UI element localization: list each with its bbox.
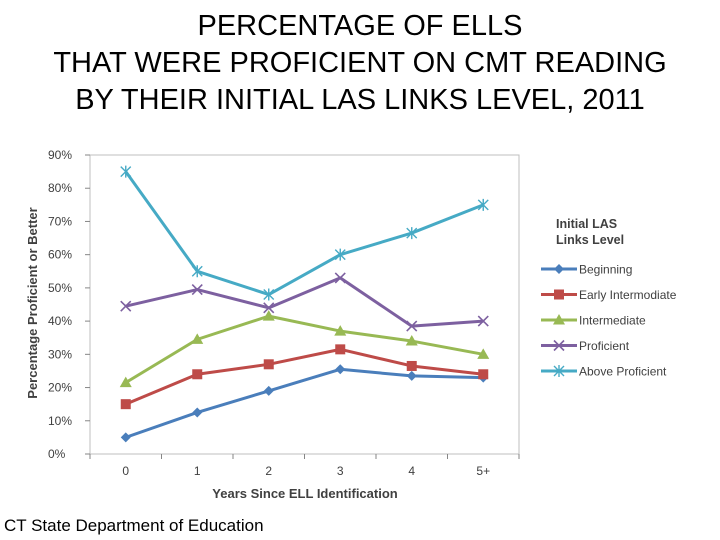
data-point-2-2: [262, 310, 275, 321]
data-point-0-1: [192, 407, 203, 418]
legend-swatch-marker-3: [553, 339, 565, 352]
data-point-1-5: [478, 369, 489, 380]
data-point-4-5: [477, 198, 489, 211]
y-tick-label: 70%: [48, 214, 72, 228]
y-tick-label: 90%: [48, 148, 72, 162]
data-point-3-2: [263, 302, 275, 314]
plot-area: [89, 154, 520, 455]
slide-title: PERCENTAGE OF ELLS THAT WERE PROFICIENT …: [0, 8, 720, 119]
data-point-4-3: [334, 248, 346, 261]
data-point-2-3: [334, 325, 347, 336]
data-point-4-2: [263, 288, 275, 301]
title-line-2: THAT WERE PROFICIENT ON CMT READING: [53, 47, 667, 79]
data-point-4-4: [406, 227, 418, 240]
y-tick-label: 50%: [48, 281, 72, 295]
data-point-1-3: [335, 344, 346, 355]
data-point-0-4: [406, 370, 417, 381]
data-point-3-1: [191, 283, 203, 296]
title-line-3: BY THEIR INITIAL LAS LINKS LEVEL, 2011: [75, 84, 645, 116]
series-line-3: [125, 276, 484, 328]
x-tick-label: 0: [122, 464, 129, 478]
data-point-1-0: [120, 399, 131, 410]
x-tick-label: 3: [337, 464, 344, 478]
data-point-2-4: [405, 335, 418, 346]
series-line-0: [125, 367, 484, 439]
title-line-1: PERCENTAGE OF ELLS: [197, 10, 523, 42]
data-point-2-1: [191, 333, 204, 344]
x-tick-label: 4: [408, 464, 415, 478]
data-point-1-1: [192, 369, 203, 380]
legend-label-1: Early Intermodiate: [579, 288, 677, 302]
y-axis-title: Percentage Proficient or Better: [25, 207, 40, 398]
x-tick-label: 5+: [476, 464, 490, 478]
legend-label-4: Above Proficient: [579, 365, 667, 379]
data-point-3-4: [406, 320, 418, 332]
data-point-0-2: [263, 385, 274, 396]
data-point-2-5: [477, 348, 490, 359]
data-point-2-0: [119, 376, 132, 388]
series-line-4: [124, 170, 484, 297]
data-point-3-5: [477, 315, 489, 327]
y-tick-label: 10%: [48, 414, 72, 428]
legend-label-2: Intermediate: [579, 314, 646, 328]
data-point-1-2: [263, 359, 274, 370]
legend-title-line-1: Initial LAS: [556, 217, 617, 231]
data-point-0-3: [335, 364, 346, 375]
data-point-3-3: [334, 272, 346, 284]
y-tick-label: 30%: [48, 347, 72, 361]
footer-source: CT State Department of Education: [4, 516, 264, 535]
data-point-0-0: [120, 432, 131, 443]
x-axis-title: Years Since ELL Identification: [212, 486, 397, 501]
y-tick-label: 80%: [48, 181, 72, 195]
y-tick-label: 40%: [48, 314, 72, 328]
legend-swatch-marker-1: [554, 289, 564, 300]
legend-swatch-marker-2: [553, 314, 565, 325]
data-point-1-4: [406, 360, 417, 371]
x-tick-label: 2: [265, 464, 272, 478]
data-point-4-0: [120, 165, 132, 178]
legend-swatch-marker-4: [553, 365, 565, 377]
y-tick-label: 60%: [48, 248, 72, 262]
legend-label-0: Beginning: [579, 263, 632, 277]
y-tick-label: 20%: [48, 381, 72, 395]
legend-label-3: Proficient: [579, 339, 630, 353]
legend-swatch-marker-0: [554, 264, 564, 274]
legend-title-line-2: Links Level: [556, 233, 624, 247]
series-line-2: [124, 314, 484, 384]
data-point-3-0: [120, 300, 132, 312]
y-tick-label: 0%: [48, 447, 66, 461]
series-line-1: [125, 347, 484, 406]
x-tick-label: 1: [194, 464, 201, 478]
data-point-4-1: [191, 265, 203, 278]
